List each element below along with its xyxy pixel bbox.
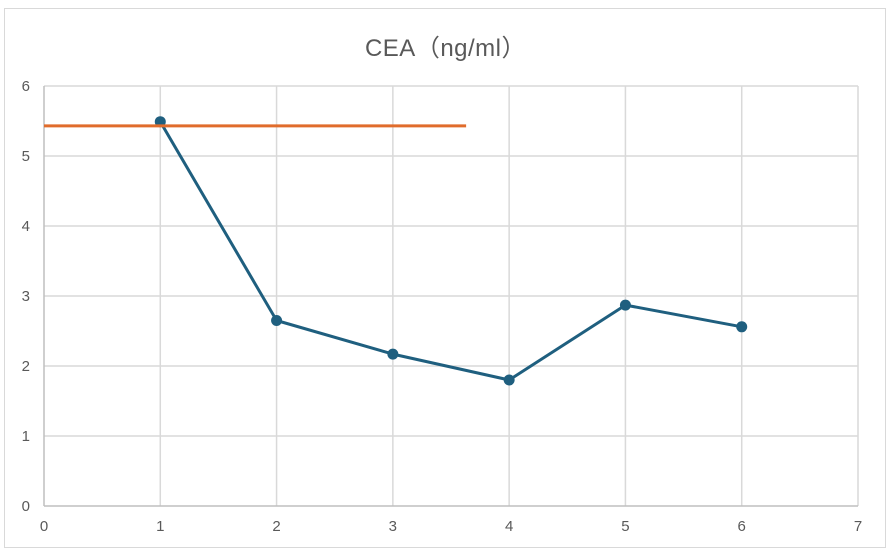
y-tick-label: 5 [22, 148, 30, 165]
y-tick-label: 6 [22, 78, 30, 95]
y-tick-labels: 0 1 2 3 4 5 6 [22, 78, 30, 515]
chart-frame [4, 8, 886, 548]
x-tick-label: 4 [505, 518, 513, 535]
series-line [158, 120, 742, 382]
data-point [271, 315, 283, 326]
y-tick-label: 4 [22, 218, 30, 235]
x-tick-label: 2 [272, 518, 280, 535]
data-point [503, 374, 515, 386]
data-series [44, 116, 748, 386]
data-point [736, 321, 748, 333]
axes [43, 86, 858, 507]
x-tick-label: 7 [854, 518, 862, 535]
data-point [619, 299, 631, 311]
gridlines [44, 85, 859, 506]
x-tick-label: 6 [738, 518, 746, 535]
x-tick-label: 5 [621, 518, 629, 535]
y-tick-label: 2 [22, 358, 30, 375]
data-point [387, 348, 399, 360]
y-tick-label: 3 [22, 288, 30, 305]
x-tick-label: 3 [389, 518, 397, 535]
x-tick-label: 1 [156, 518, 164, 535]
x-tick-labels: 0 1 2 3 4 5 6 7 [40, 518, 862, 535]
chart-title: CEA（ng/ml） [364, 35, 527, 62]
y-tick-label: 1 [22, 428, 30, 445]
x-tick-label: 0 [40, 518, 48, 535]
y-tick-label: 0 [22, 498, 30, 515]
